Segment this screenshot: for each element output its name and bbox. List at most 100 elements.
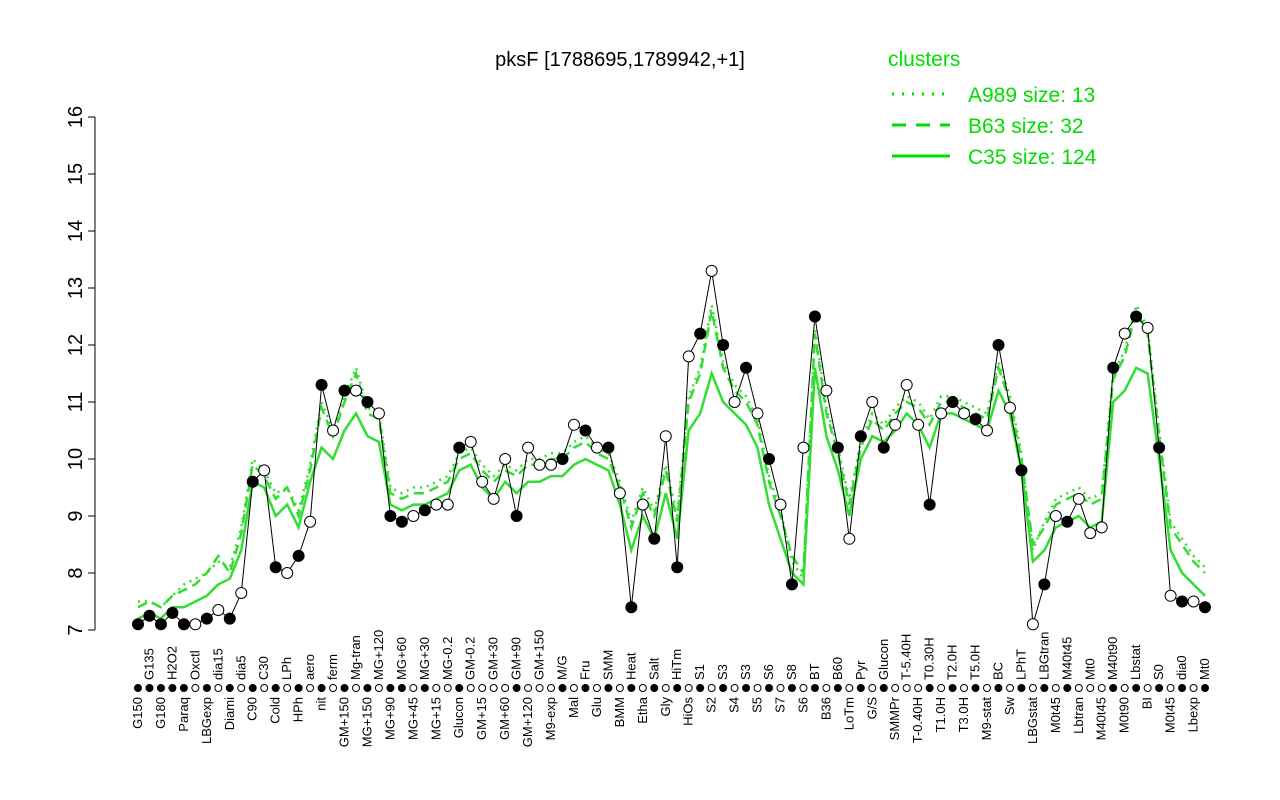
- x-marker: [351, 684, 360, 692]
- x-marker: [604, 684, 613, 692]
- x-marker: [248, 684, 257, 692]
- x-tick-label: M0t45: [1048, 697, 1063, 733]
- x-tick-label: SMMPr: [887, 696, 902, 740]
- x-marker: [650, 684, 659, 692]
- x-marker: [420, 684, 429, 692]
- data-point: [728, 396, 741, 408]
- x-marker: [1155, 684, 1164, 692]
- y-tick-label: 11: [65, 392, 87, 413]
- data-point: [269, 561, 282, 574]
- data-point: [981, 424, 994, 437]
- x-marker: [1120, 684, 1129, 692]
- data-point: [510, 510, 523, 522]
- legend-title: clusters: [888, 48, 960, 71]
- x-tick-label: S6: [761, 664, 776, 680]
- x-tick-label: S7: [772, 697, 787, 713]
- x-marker: [592, 684, 601, 692]
- data-point: [499, 453, 512, 465]
- data-point: [705, 264, 718, 277]
- data-point: [740, 361, 753, 374]
- x-tick-label: S8: [784, 664, 799, 680]
- x-tick-label: Heat: [623, 652, 638, 680]
- x-tick-label: Cold: [268, 697, 283, 724]
- data-point: [567, 418, 580, 431]
- x-marker: [547, 684, 556, 692]
- x-tick-label: M/G: [555, 655, 570, 680]
- x-marker: [1109, 684, 1118, 692]
- x-tick-label: S1: [692, 664, 707, 680]
- data-point: [923, 498, 936, 511]
- x-marker: [294, 684, 303, 692]
- profile-line: [137, 270, 1206, 625]
- x-tick-label: MG+45: [405, 697, 420, 740]
- y-tick-label: 10: [65, 448, 87, 470]
- x-tick-label: dia15: [210, 648, 225, 680]
- x-marker: [191, 684, 200, 692]
- x-tick-label: GM+60: [497, 697, 512, 740]
- data-point: [154, 618, 167, 631]
- x-tick-label: MG+30: [417, 637, 432, 680]
- x-tick-label: S3: [738, 664, 753, 680]
- y-axis: 7 8 9 10 11 12 13 14 15 16: [65, 106, 96, 636]
- x-marker: [156, 684, 165, 692]
- x-marker: [1166, 684, 1175, 692]
- data-point: [372, 407, 385, 420]
- x-tick-label: S3: [715, 664, 730, 680]
- x-tick-label: Mg-tran: [348, 635, 363, 680]
- x-tick-label: S2: [704, 697, 719, 713]
- x-tick-label: GM+150: [532, 630, 547, 680]
- x-tick-label: BI: [1140, 697, 1155, 709]
- x-marker: [776, 684, 785, 692]
- x-marker: [799, 684, 808, 692]
- data-point: [200, 612, 213, 625]
- x-tick-label: HPh: [291, 697, 306, 722]
- series-line-dotted: [138, 301, 1206, 609]
- x-marker: [1086, 684, 1095, 692]
- x-marker: [994, 684, 1003, 692]
- data-point: [304, 515, 317, 528]
- x-marker: [730, 684, 739, 692]
- x-marker: [168, 684, 177, 692]
- data-point: [235, 586, 248, 599]
- x-tick-label: Fru: [577, 661, 592, 681]
- y-tick-label: 8: [65, 567, 87, 578]
- data-point: [1164, 589, 1177, 602]
- x-tick-label: LPhT: [1013, 649, 1028, 680]
- x-tick-label: B36: [818, 697, 833, 720]
- x-marker: [1005, 684, 1014, 692]
- x-marker: [501, 684, 510, 692]
- data-point: [522, 441, 535, 454]
- data-point: [189, 618, 202, 631]
- x-marker: [512, 684, 521, 692]
- data-point: [866, 396, 879, 408]
- data-point: [602, 441, 615, 454]
- legend-label-c35: C35 size: 124: [968, 146, 1097, 169]
- x-tick-label: T2.0H: [945, 645, 960, 680]
- x-marker: [868, 684, 877, 692]
- y-tick-label: 16: [65, 106, 87, 128]
- data-point: [1061, 515, 1074, 528]
- x-tick-label: M40t45: [1059, 637, 1074, 680]
- data-point: [831, 441, 844, 454]
- data-point: [407, 510, 420, 522]
- x-tick-label: Lbexp: [1186, 697, 1201, 732]
- x-marker: [329, 684, 338, 692]
- x-tick-label: aero: [302, 654, 317, 680]
- x-tick-label: M9-stat: [979, 697, 994, 741]
- data-point: [281, 567, 294, 579]
- x-tick-label: Pyr: [853, 660, 868, 680]
- x-marker: [569, 684, 578, 692]
- x-marker: [983, 684, 992, 692]
- x-tick-label: B60: [830, 657, 845, 680]
- x-tick-label: HiOs: [681, 697, 696, 726]
- x-tick-label: T5.0H: [968, 645, 983, 680]
- x-marker: [489, 684, 498, 692]
- x-marker: [386, 684, 395, 692]
- x-marker: [787, 684, 796, 692]
- x-tick-label: Lbtran: [1071, 697, 1086, 734]
- data-point: [143, 609, 156, 622]
- x-tick-label: S4: [727, 697, 742, 713]
- data-point: [854, 430, 867, 443]
- data-point: [912, 418, 925, 431]
- data-point: [1141, 321, 1154, 334]
